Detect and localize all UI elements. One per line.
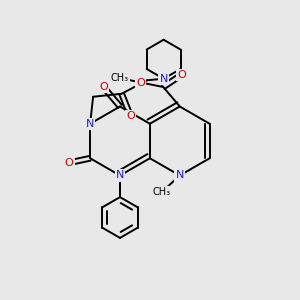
- Text: O: O: [99, 82, 108, 92]
- Text: N: N: [86, 119, 94, 129]
- Text: N: N: [159, 74, 168, 84]
- Text: O: O: [136, 77, 145, 88]
- Text: O: O: [65, 158, 74, 168]
- Text: CH₃: CH₃: [153, 187, 171, 197]
- Text: N: N: [116, 170, 124, 181]
- Text: CH₃: CH₃: [111, 73, 129, 83]
- Text: O: O: [177, 70, 186, 80]
- Text: N: N: [176, 170, 184, 181]
- Text: O: O: [126, 111, 135, 121]
